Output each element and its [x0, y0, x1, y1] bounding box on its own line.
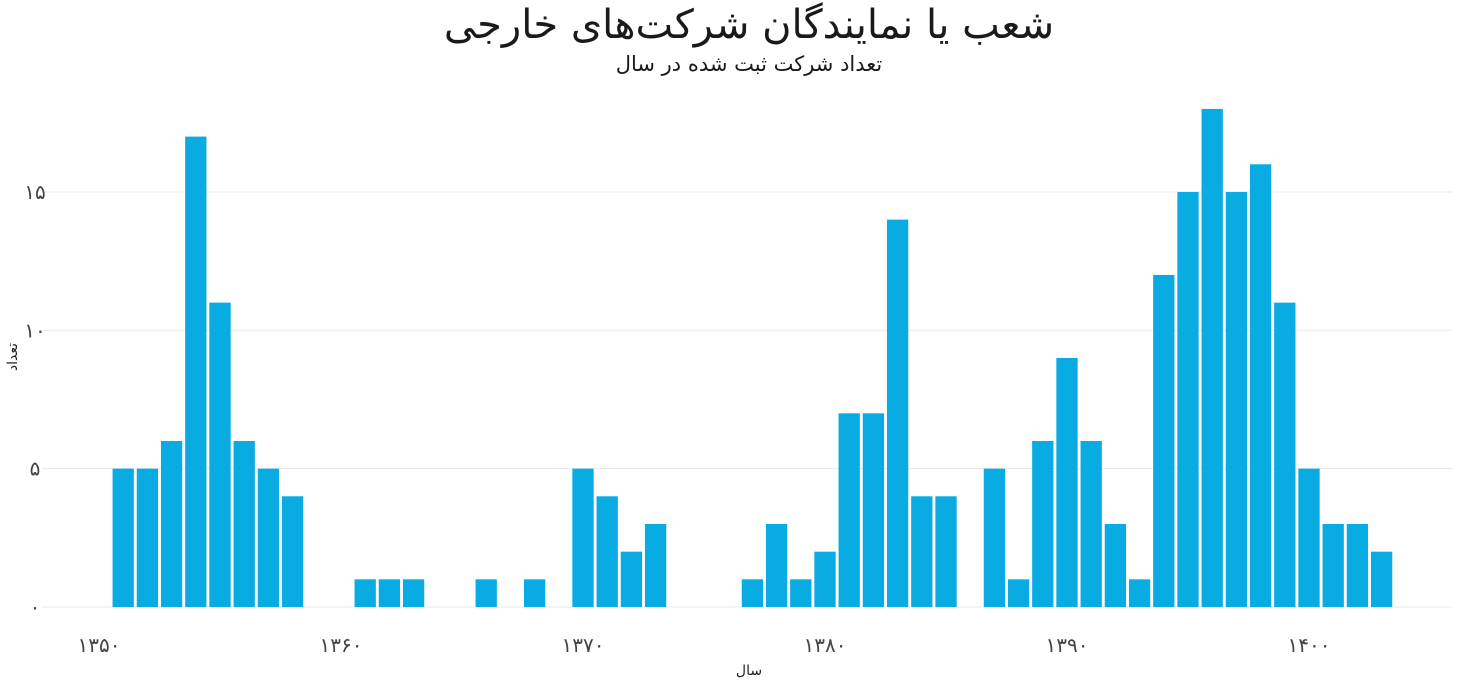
y-tick-label: ۰ [30, 595, 41, 619]
x-tick-labels: ۱۳۵۰ ۱۳۶۰ ۱۳۷۰ ۱۳۸۰ ۱۳۹۰ ۱۴۰۰ [78, 633, 1331, 657]
chart-subtitle: تعداد شرکت ثبت شده در سال [615, 52, 883, 76]
x-axis-label: سال [736, 663, 762, 679]
bar [136, 468, 159, 607]
bar [257, 468, 280, 607]
bar [233, 440, 255, 607]
x-tick-label: ۱۳۹۰ [1046, 633, 1089, 657]
x-tick-label: ۱۳۵۰ [78, 633, 121, 657]
bar [354, 579, 376, 607]
bar [814, 551, 836, 607]
bar [378, 579, 401, 607]
bar [1007, 579, 1030, 607]
bar [838, 413, 860, 607]
bar [1128, 579, 1151, 607]
y-tick-label: ۱۵ [24, 180, 45, 204]
bar [1249, 164, 1272, 607]
bar [790, 579, 812, 607]
x-tick-label: ۱۳۶۰ [320, 633, 363, 657]
bar [741, 579, 764, 607]
bar [1104, 523, 1127, 607]
bar [644, 523, 667, 607]
x-tick-label: ۱۴۰۰ [1288, 633, 1331, 657]
bar [620, 551, 643, 607]
bar [1370, 551, 1393, 607]
bar [765, 523, 788, 607]
bar [1080, 440, 1102, 607]
bars [112, 108, 1393, 608]
bar [523, 579, 546, 607]
y-tick-label: ۵ [30, 457, 41, 481]
bar [1225, 191, 1248, 607]
bar [1274, 302, 1296, 607]
bar [1322, 523, 1344, 607]
bar [596, 496, 618, 607]
chart-title: شعب یا نمایندگان شرکت‌های خارجی [443, 2, 1055, 48]
y-tick-labels: ۰ ۵ ۱۰ ۱۵ [24, 180, 45, 619]
bar [1201, 108, 1223, 607]
bar [1153, 274, 1175, 607]
x-tick-label: ۱۳۸۰ [804, 633, 847, 657]
bar [475, 579, 497, 607]
bar [1032, 440, 1054, 607]
bar [1298, 468, 1320, 607]
bar [112, 468, 134, 607]
y-tick-label: ۱۰ [24, 318, 45, 342]
bar [1056, 357, 1078, 607]
bar [1177, 191, 1199, 607]
bar [402, 579, 425, 607]
bar [935, 496, 957, 607]
bar [886, 219, 909, 607]
bar [1346, 523, 1369, 607]
bar [209, 302, 231, 607]
bar [185, 136, 207, 608]
bar [572, 468, 594, 607]
bar [911, 496, 933, 607]
bar [862, 413, 885, 607]
bar [281, 496, 304, 607]
x-tick-label: ۱۳۷۰ [562, 633, 605, 657]
bar [160, 440, 183, 607]
bar [983, 468, 1006, 607]
y-axis-label: تعداد [5, 343, 21, 371]
